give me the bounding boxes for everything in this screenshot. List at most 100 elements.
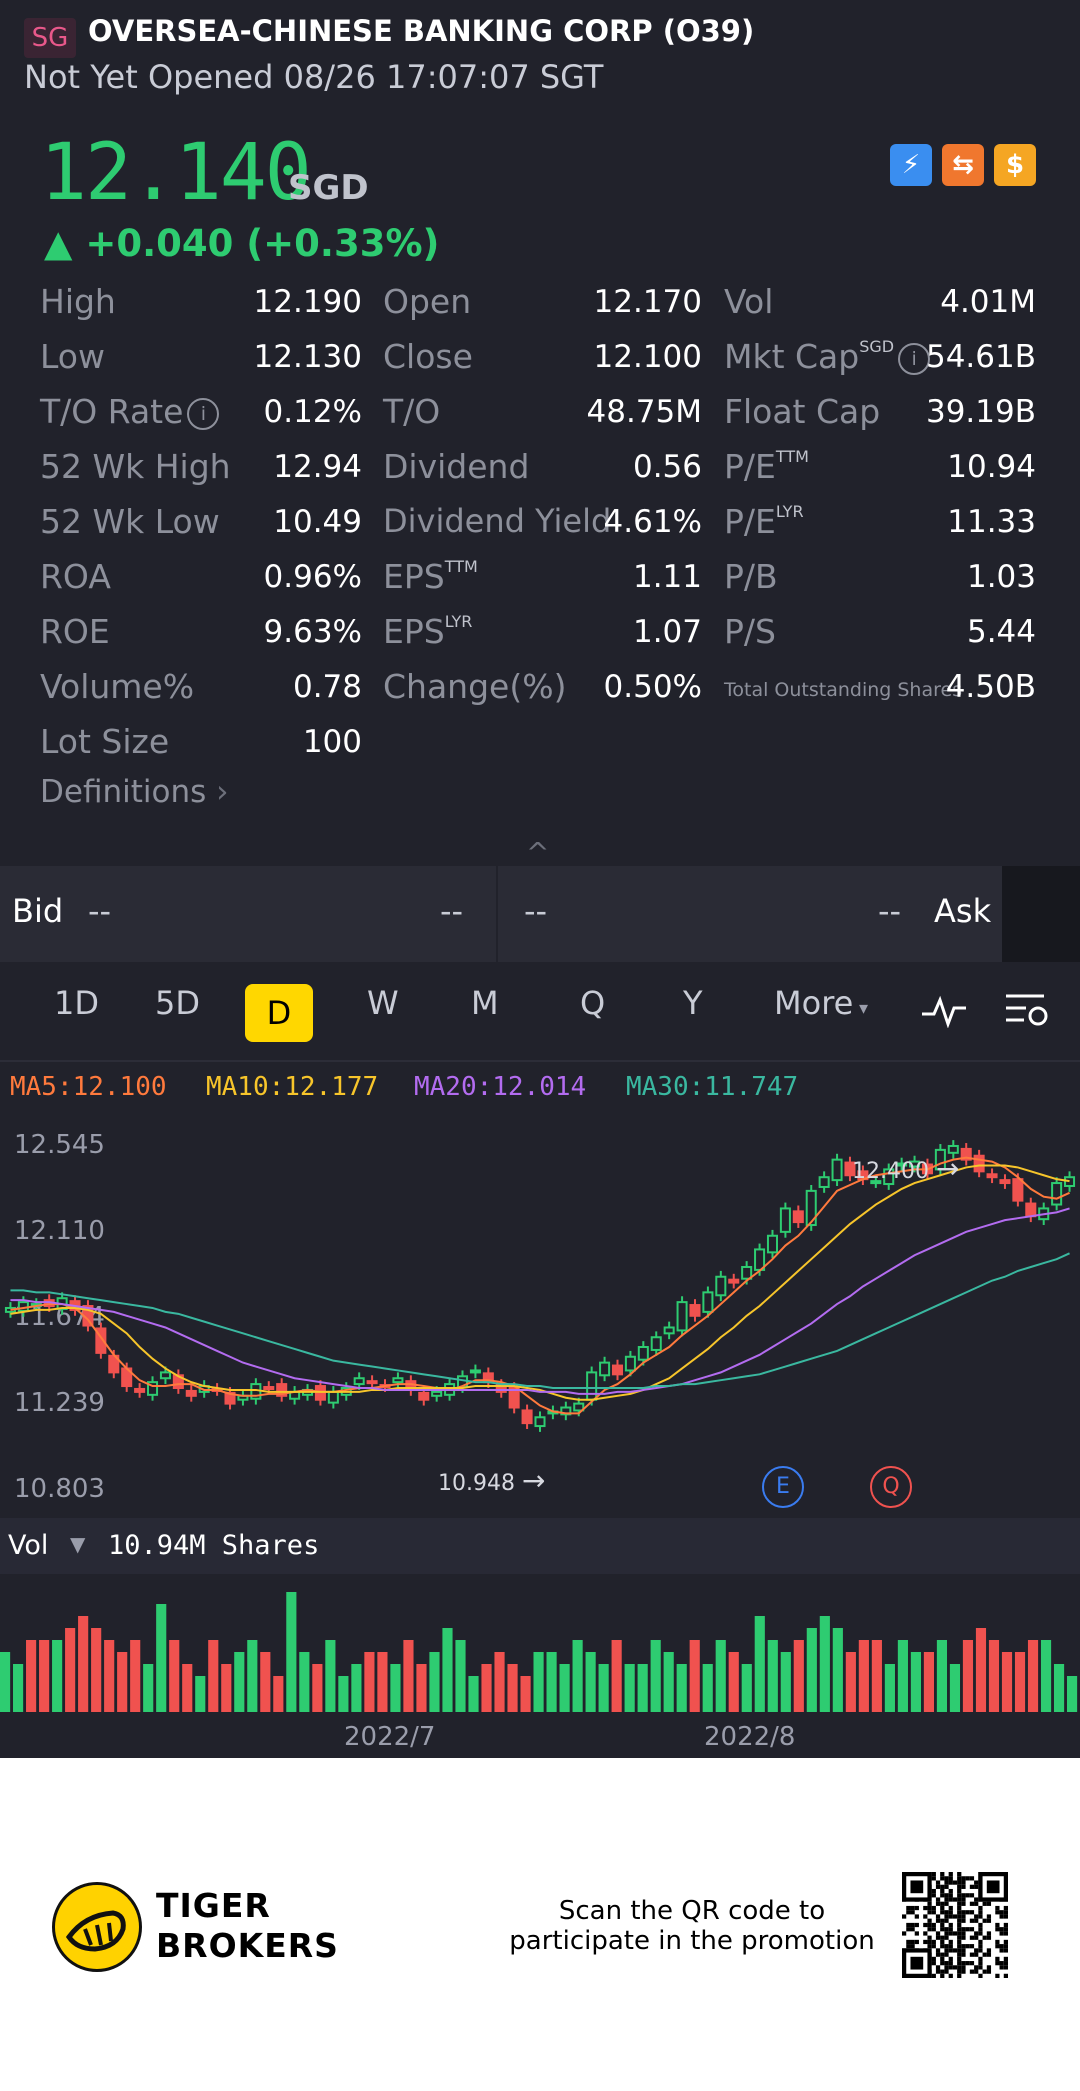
candle — [508, 1382, 520, 1414]
tab-1d[interactable]: 1D — [54, 984, 99, 1022]
candle — [469, 1364, 481, 1379]
candle — [521, 1404, 533, 1429]
candle — [792, 1205, 804, 1228]
arrow-right-icon: → — [935, 1152, 960, 1185]
market-status: Not Yet Opened 08/26 17:07:07 SGT — [24, 58, 604, 96]
volume-bar — [208, 1640, 219, 1712]
y-tick: 10.803 — [14, 1474, 105, 1504]
volume-bar — [689, 1640, 700, 1712]
info-icon[interactable]: i — [898, 342, 931, 375]
candle — [663, 1321, 675, 1340]
candle — [689, 1299, 701, 1322]
volume-bar — [533, 1652, 544, 1712]
chart-settings-icon[interactable] — [1004, 990, 1050, 1030]
stat-label: Dividend — [383, 447, 530, 486]
volume-bar — [182, 1664, 193, 1712]
volume-bar — [52, 1640, 63, 1712]
stat-label: Total Outstanding Shares — [724, 679, 963, 701]
arrow-right-icon: → — [521, 1464, 546, 1497]
tab-q[interactable]: Q — [580, 984, 606, 1022]
qr-code-icon[interactable] — [902, 1872, 1008, 1978]
chevron-right-icon: › — [216, 774, 229, 810]
stat-value: 0.50% — [603, 669, 702, 705]
candle — [883, 1163, 895, 1190]
volume-bar — [1014, 1652, 1026, 1712]
stat-label: Vol — [724, 282, 774, 321]
definitions-link[interactable]: Definitions › — [40, 774, 229, 810]
stat-label: High — [40, 282, 116, 321]
stat-value: 12.100 — [593, 339, 702, 375]
candle — [392, 1372, 404, 1388]
candle — [534, 1411, 546, 1432]
stat-value: 0.56 — [632, 449, 702, 485]
stat-value: 12.94 — [273, 449, 362, 485]
volume-bar — [767, 1640, 778, 1712]
volume-bar — [780, 1652, 791, 1712]
earnings-marker[interactable]: E — [762, 1466, 804, 1508]
tab-m[interactable]: M — [471, 984, 499, 1022]
volume-bar — [858, 1640, 869, 1712]
stat-label: Low — [40, 337, 105, 376]
ma20-line — [10, 1207, 1070, 1395]
ma5-line — [10, 1156, 1070, 1415]
tab-5d[interactable]: 5D — [155, 984, 200, 1022]
candle — [147, 1376, 159, 1401]
volume-label[interactable]: Vol — [8, 1530, 49, 1561]
volume-bar — [338, 1676, 349, 1712]
stat-value: 10.94 — [947, 449, 1036, 485]
stat-label: P/ELYR — [724, 502, 804, 541]
volume-bar — [416, 1664, 427, 1712]
candle — [818, 1171, 830, 1193]
volume-bar — [299, 1652, 310, 1712]
x-tick: 2022/7 — [344, 1722, 436, 1752]
volume-bar — [676, 1664, 687, 1712]
volume-bar — [624, 1664, 635, 1712]
candle — [831, 1153, 843, 1186]
volume-bar — [819, 1616, 830, 1712]
candle — [1051, 1177, 1063, 1211]
candle — [624, 1350, 636, 1377]
lightning-icon[interactable]: ⚡ — [890, 144, 932, 186]
tab-more[interactable]: More ▾ — [774, 984, 869, 1022]
volume-chart[interactable] — [0, 1588, 1080, 1714]
volume-bar — [156, 1604, 167, 1712]
y-tick: 12.545 — [14, 1130, 105, 1160]
stock-name: OVERSEA-CHINESE BANKING CORP (O39) — [88, 14, 755, 48]
market-badge: SG — [24, 18, 76, 58]
orderbook-ask-block — [1002, 866, 1080, 962]
stat-label: 52 Wk High — [40, 447, 231, 486]
stat-label: Dividend Yield — [383, 502, 612, 540]
quarterly-marker[interactable]: Q — [870, 1466, 912, 1508]
tab-d[interactable]: D — [245, 984, 313, 1042]
stat-label: Volume% — [40, 667, 195, 706]
candlestick-chart[interactable] — [0, 1125, 1080, 1515]
candle — [1064, 1171, 1076, 1192]
volume-bar — [364, 1652, 375, 1712]
indicator-icon[interactable] — [920, 992, 968, 1028]
volume-bar — [962, 1640, 974, 1712]
candle — [1025, 1197, 1037, 1223]
volume-bar — [104, 1640, 115, 1712]
volume-bar — [611, 1640, 622, 1712]
stat-label: T/O — [383, 392, 441, 431]
volume-bar — [13, 1664, 24, 1712]
exchange-icon[interactable]: ⇆ — [942, 144, 984, 186]
tab-w[interactable]: W — [367, 984, 399, 1022]
candle — [599, 1356, 611, 1382]
tiger-logo-icon — [52, 1882, 142, 1972]
volume-bar — [507, 1664, 518, 1712]
caret-down-icon[interactable]: ▼ — [70, 1532, 86, 1556]
volume-bar — [1053, 1664, 1065, 1712]
dollar-icon[interactable]: $ — [994, 144, 1036, 186]
volume-bar — [1001, 1652, 1013, 1712]
chevron-up-icon[interactable]: ^ — [526, 836, 550, 869]
info-icon[interactable]: i — [187, 397, 220, 430]
volume-bar — [910, 1652, 921, 1712]
volume-bar — [1040, 1640, 1052, 1712]
tab-y[interactable]: Y — [683, 984, 703, 1022]
candle — [560, 1401, 572, 1421]
stat-label: Close — [383, 337, 473, 376]
volume-bar — [442, 1628, 453, 1712]
caret-down-icon: ▾ — [853, 998, 869, 1019]
stat-value: 0.78 — [292, 669, 362, 705]
